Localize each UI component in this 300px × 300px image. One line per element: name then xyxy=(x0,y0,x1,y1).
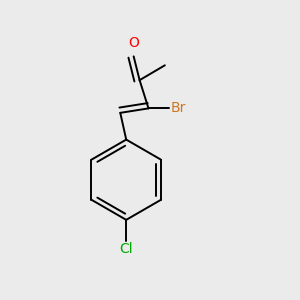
Text: Br: Br xyxy=(171,101,186,116)
Text: O: O xyxy=(128,36,139,50)
Text: Cl: Cl xyxy=(119,242,133,256)
